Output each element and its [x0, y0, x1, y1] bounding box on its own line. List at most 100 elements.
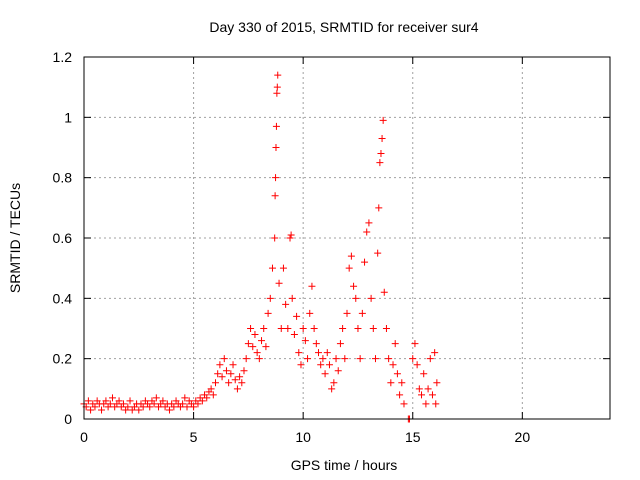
data-point	[279, 264, 287, 272]
y-tick-label: 0.2	[53, 351, 73, 367]
data-point	[363, 228, 371, 236]
data-point	[385, 355, 393, 363]
data-point	[400, 400, 408, 408]
data-point	[244, 340, 252, 348]
data-point	[98, 406, 106, 414]
data-point	[420, 370, 428, 378]
x-tick-label: 0	[80, 429, 88, 445]
data-point	[315, 349, 323, 357]
data-point	[214, 370, 222, 378]
data-point	[262, 343, 270, 351]
y-tick-label: 1.2	[53, 49, 73, 65]
data-point	[194, 400, 202, 408]
data-point	[334, 367, 342, 375]
data-point	[413, 361, 421, 369]
data-point	[317, 361, 325, 369]
data-point	[190, 403, 198, 411]
data-point	[376, 159, 384, 167]
data-point	[431, 349, 439, 357]
data-point	[220, 355, 228, 363]
data-point	[231, 376, 239, 384]
data-point	[365, 219, 373, 227]
data-points	[80, 71, 441, 423]
data-point	[159, 397, 167, 405]
data-point	[284, 325, 292, 332]
x-tick-label: 15	[405, 429, 421, 445]
data-point	[124, 403, 132, 411]
data-point	[84, 397, 92, 405]
data-point	[119, 400, 127, 408]
y-tick-label: 0.4	[53, 290, 73, 306]
data-point	[106, 400, 114, 408]
data-point	[304, 355, 312, 363]
x-tick-label: 10	[295, 429, 311, 445]
data-point	[339, 325, 347, 332]
data-point	[288, 294, 296, 302]
data-point	[275, 279, 283, 287]
data-point	[308, 282, 316, 290]
data-point	[428, 391, 436, 399]
data-point	[379, 116, 387, 124]
data-point	[272, 122, 280, 130]
data-point	[102, 397, 110, 405]
data-point	[271, 234, 279, 242]
x-axis-label: GPS time / hours	[291, 457, 398, 473]
x-tick-labels: 0 5 10 15 20	[80, 429, 530, 445]
data-point	[152, 394, 160, 402]
data-point	[352, 294, 360, 302]
data-point	[361, 258, 369, 266]
data-point	[393, 370, 401, 378]
data-point	[251, 331, 259, 339]
data-point	[272, 174, 280, 182]
data-point	[343, 309, 351, 317]
data-point	[350, 282, 358, 290]
data-point	[310, 325, 318, 332]
data-point	[207, 385, 215, 393]
data-point	[240, 367, 248, 375]
data-point	[426, 355, 434, 363]
data-point	[272, 144, 280, 151]
data-point	[409, 355, 417, 363]
data-point	[108, 394, 116, 402]
data-point	[398, 379, 406, 387]
data-point	[264, 309, 272, 317]
data-point	[212, 379, 219, 387]
data-point	[375, 204, 383, 212]
data-point	[258, 337, 266, 345]
data-point	[209, 391, 217, 399]
data-point	[411, 340, 419, 348]
data-point	[422, 400, 430, 408]
data-point	[249, 343, 257, 351]
axis-ticks	[83, 56, 610, 420]
data-point	[371, 355, 379, 363]
data-point	[91, 403, 99, 411]
y-tick-labels: 0 0.2 0.4 0.6 0.8 1 1.2	[53, 49, 73, 427]
data-point	[377, 150, 385, 158]
data-point	[179, 400, 187, 408]
data-point	[253, 349, 261, 357]
data-point	[299, 325, 307, 332]
data-point	[236, 373, 244, 381]
data-point	[229, 361, 237, 369]
data-point	[203, 394, 211, 402]
data-point	[150, 400, 158, 408]
data-point	[181, 394, 189, 402]
x-tick-label: 5	[190, 429, 198, 445]
data-point	[358, 309, 366, 317]
data-point	[306, 309, 314, 317]
data-point	[356, 355, 364, 363]
data-point	[382, 325, 390, 332]
data-point	[135, 406, 143, 414]
data-point	[389, 361, 397, 369]
data-point	[332, 355, 340, 363]
grid-lines	[84, 57, 610, 419]
data-point	[242, 355, 250, 363]
data-point	[247, 325, 255, 332]
data-point	[341, 355, 349, 363]
data-point	[274, 71, 282, 79]
data-point	[126, 397, 134, 405]
data-point	[328, 385, 336, 393]
data-point	[297, 361, 305, 369]
data-point	[198, 397, 206, 405]
data-point	[146, 403, 154, 411]
